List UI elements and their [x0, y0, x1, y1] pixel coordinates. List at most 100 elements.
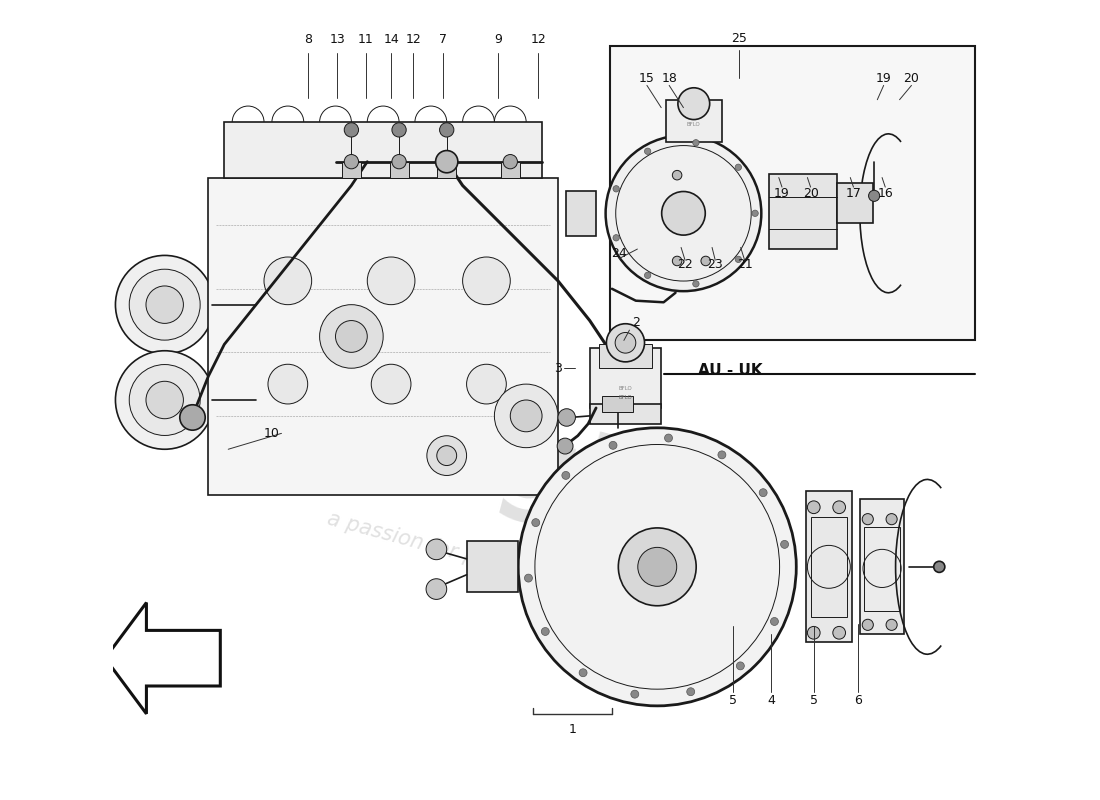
Bar [811, 517, 847, 617]
Circle shape [579, 669, 587, 677]
Circle shape [146, 286, 184, 323]
Text: eurogi: eurogi [210, 335, 628, 544]
Text: 20: 20 [903, 72, 920, 85]
Bar [565, 191, 596, 235]
Text: 19: 19 [876, 72, 891, 85]
Circle shape [869, 190, 880, 202]
Text: 6: 6 [855, 694, 862, 707]
Circle shape [638, 547, 676, 586]
Circle shape [686, 688, 695, 696]
Text: 7: 7 [439, 34, 447, 46]
Circle shape [759, 489, 767, 497]
Text: 4: 4 [767, 694, 774, 707]
Circle shape [672, 170, 682, 180]
Circle shape [735, 256, 741, 262]
Text: 14: 14 [383, 34, 399, 46]
Circle shape [615, 333, 636, 353]
Text: 19: 19 [774, 187, 790, 200]
Bar [342, 162, 361, 178]
Circle shape [320, 305, 383, 368]
Bar [864, 527, 900, 610]
Circle shape [934, 562, 945, 572]
Circle shape [606, 324, 645, 362]
Text: 16: 16 [878, 187, 893, 200]
Text: 24: 24 [612, 246, 627, 259]
Text: 11: 11 [358, 34, 374, 46]
Circle shape [645, 272, 651, 278]
Circle shape [807, 501, 821, 514]
Circle shape [557, 438, 573, 454]
Circle shape [693, 281, 700, 287]
Circle shape [618, 528, 696, 606]
Circle shape [562, 471, 570, 479]
Circle shape [494, 384, 558, 448]
Circle shape [426, 578, 447, 599]
Circle shape [770, 618, 779, 626]
Circle shape [613, 234, 619, 241]
Circle shape [718, 451, 726, 459]
Text: 20: 20 [803, 187, 818, 200]
Circle shape [531, 518, 540, 526]
Circle shape [436, 150, 458, 173]
Circle shape [510, 400, 542, 432]
Circle shape [693, 139, 700, 146]
Bar [806, 491, 851, 642]
Circle shape [440, 154, 454, 169]
Bar [224, 122, 542, 178]
Circle shape [466, 364, 506, 404]
Circle shape [426, 539, 447, 560]
Text: 12: 12 [406, 34, 421, 46]
Circle shape [807, 626, 821, 639]
Polygon shape [106, 602, 220, 714]
Bar [500, 162, 520, 178]
Circle shape [372, 364, 411, 404]
Bar [837, 183, 872, 223]
Circle shape [609, 442, 617, 450]
Bar [389, 162, 408, 178]
Text: 1: 1 [569, 723, 576, 736]
Circle shape [437, 446, 456, 466]
Text: 13: 13 [329, 34, 345, 46]
Text: BFLO: BFLO [686, 122, 701, 127]
Text: AU - UK: AU - UK [697, 362, 762, 378]
Text: 15: 15 [639, 72, 654, 85]
Text: 3: 3 [554, 362, 562, 374]
Text: 23: 23 [707, 258, 723, 271]
Circle shape [129, 270, 200, 340]
Circle shape [833, 626, 846, 639]
Circle shape [268, 364, 308, 404]
Circle shape [678, 88, 710, 119]
Text: 9: 9 [494, 34, 503, 46]
Circle shape [179, 405, 206, 430]
Circle shape [392, 154, 406, 169]
Circle shape [662, 191, 705, 235]
Bar [466, 542, 518, 592]
Circle shape [116, 255, 214, 354]
Bar [609, 46, 975, 341]
Bar [602, 396, 634, 412]
Bar [208, 178, 558, 495]
Text: BFLO: BFLO [618, 386, 632, 390]
Circle shape [645, 148, 651, 154]
Circle shape [525, 574, 532, 582]
Circle shape [606, 135, 761, 291]
Text: 17: 17 [846, 187, 861, 200]
Circle shape [344, 122, 359, 137]
Circle shape [440, 122, 454, 137]
Text: 5: 5 [810, 694, 817, 707]
Circle shape [701, 256, 711, 266]
Bar [666, 101, 722, 142]
Circle shape [735, 164, 741, 170]
Circle shape [862, 619, 873, 630]
Circle shape [833, 501, 846, 514]
Circle shape [344, 154, 359, 169]
Text: 21: 21 [737, 258, 752, 271]
Circle shape [427, 436, 466, 475]
Text: 5: 5 [728, 694, 737, 707]
Circle shape [862, 514, 873, 525]
Circle shape [736, 662, 745, 670]
Text: 12: 12 [530, 34, 546, 46]
Circle shape [558, 409, 575, 426]
Bar [437, 162, 456, 178]
Circle shape [503, 154, 517, 169]
